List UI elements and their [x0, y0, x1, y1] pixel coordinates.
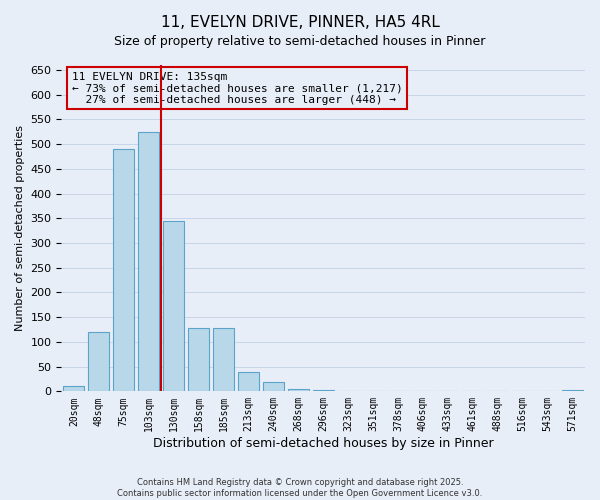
Bar — [263, 382, 284, 392]
X-axis label: Distribution of semi-detached houses by size in Pinner: Distribution of semi-detached houses by … — [153, 437, 494, 450]
Bar — [213, 328, 234, 392]
Text: 11, EVELYN DRIVE, PINNER, HA5 4RL: 11, EVELYN DRIVE, PINNER, HA5 4RL — [161, 15, 439, 30]
Y-axis label: Number of semi-detached properties: Number of semi-detached properties — [15, 125, 25, 331]
Text: Contains HM Land Registry data © Crown copyright and database right 2025.
Contai: Contains HM Land Registry data © Crown c… — [118, 478, 482, 498]
Text: Size of property relative to semi-detached houses in Pinner: Size of property relative to semi-detach… — [115, 35, 485, 48]
Bar — [188, 328, 209, 392]
Bar — [562, 390, 583, 392]
Bar — [138, 132, 159, 392]
Bar — [163, 221, 184, 392]
Bar — [88, 332, 109, 392]
Bar — [313, 390, 334, 392]
Text: 11 EVELYN DRIVE: 135sqm
← 73% of semi-detached houses are smaller (1,217)
  27% : 11 EVELYN DRIVE: 135sqm ← 73% of semi-de… — [72, 72, 403, 104]
Bar — [63, 386, 85, 392]
Bar — [287, 389, 309, 392]
Bar — [238, 372, 259, 392]
Bar — [113, 149, 134, 392]
